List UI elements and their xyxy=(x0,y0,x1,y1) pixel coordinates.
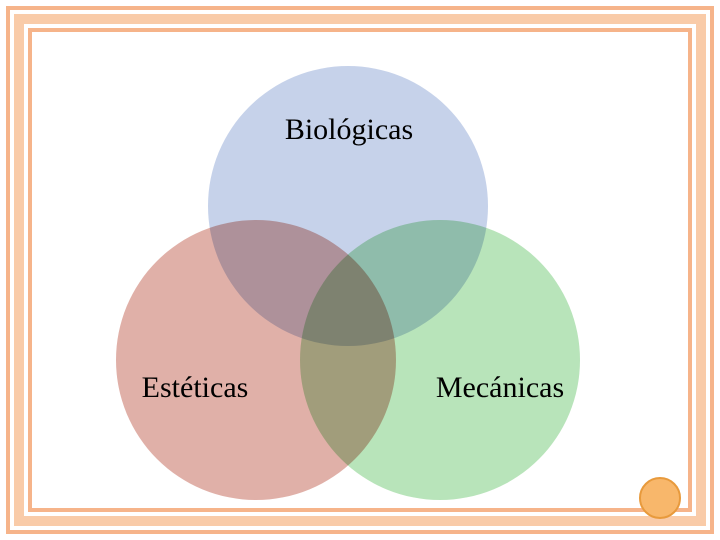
slide-stage: Biológicas Estéticas Mecánicas xyxy=(0,0,720,540)
venn-label-biologicas: Biológicas xyxy=(285,113,413,147)
accent-dot-icon xyxy=(639,477,681,519)
venn-circle-mecanicas xyxy=(300,220,580,500)
venn-label-esteticas: Estéticas xyxy=(142,371,249,405)
venn-label-mecanicas: Mecánicas xyxy=(436,371,564,405)
